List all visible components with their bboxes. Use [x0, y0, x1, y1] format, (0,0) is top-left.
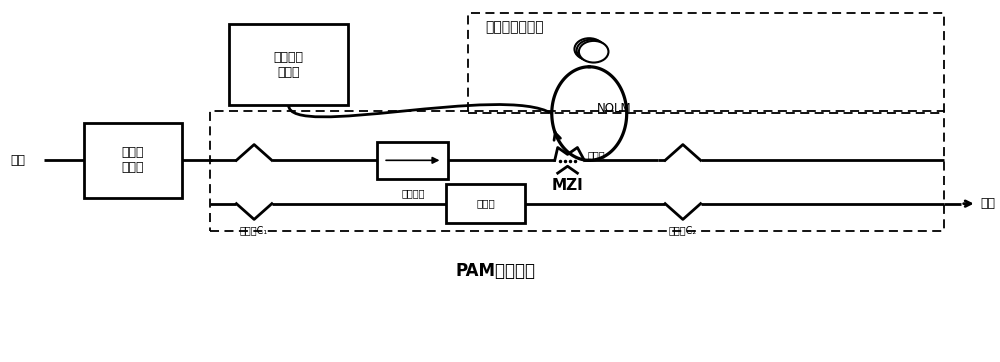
Text: MZI: MZI: [552, 178, 583, 193]
Bar: [84, 123, 182, 198]
Ellipse shape: [577, 39, 606, 61]
Text: NOLM: NOLM: [597, 102, 632, 115]
Text: PAM整形单元: PAM整形单元: [456, 262, 536, 279]
Text: 耦合器C₂: 耦合器C₂: [669, 225, 697, 235]
Ellipse shape: [574, 38, 604, 60]
Text: 输入: 输入: [11, 154, 26, 167]
Bar: [468, 13, 944, 113]
Bar: [210, 111, 944, 231]
Bar: [229, 25, 348, 105]
Bar: [446, 184, 525, 223]
Text: 光隔离器: 光隔离器: [401, 188, 425, 198]
Text: 高非线性光纤环: 高非线性光纤环: [486, 21, 544, 34]
Text: 移相器: 移相器: [476, 199, 495, 209]
Text: 输出: 输出: [981, 197, 996, 210]
Bar: [377, 142, 448, 179]
Ellipse shape: [579, 41, 608, 63]
Text: 功率适
配单元: 功率适 配单元: [122, 146, 144, 174]
Text: 耦合器: 耦合器: [587, 150, 605, 160]
Text: 耦合器C₁: 耦合器C₁: [240, 225, 268, 235]
Text: 光时钟控
制单元: 光时钟控 制单元: [274, 51, 304, 79]
